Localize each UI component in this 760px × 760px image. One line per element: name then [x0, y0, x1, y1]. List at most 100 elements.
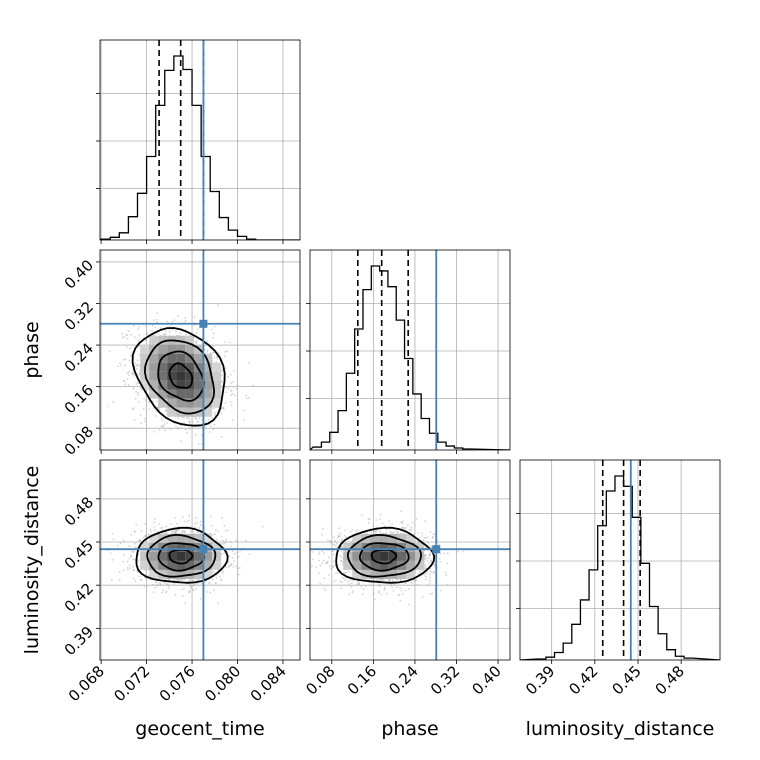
- sample-point: [154, 326, 156, 329]
- density-cell: [149, 380, 159, 390]
- sample-point: [439, 589, 442, 592]
- sample-point: [332, 553, 335, 556]
- panel-phase-vs-phase: [306, 249, 511, 454]
- sample-point: [217, 304, 220, 307]
- sample-point: [248, 362, 250, 364]
- sample-point: [344, 529, 346, 532]
- sample-point: [122, 560, 125, 563]
- sample-point: [134, 398, 137, 400]
- sample-point: [128, 370, 131, 373]
- sample-point: [127, 330, 130, 332]
- sample-point: [193, 316, 196, 319]
- sample-point: [317, 559, 320, 562]
- sample-point: [127, 384, 130, 386]
- sample-point: [212, 345, 215, 348]
- sample-point: [344, 579, 347, 581]
- sample-point: [429, 576, 431, 579]
- sample-point: [185, 319, 187, 322]
- sample-point: [348, 593, 351, 596]
- sample-point: [123, 336, 126, 339]
- sample-point: [327, 560, 329, 563]
- sample-point: [165, 525, 168, 528]
- sample-point: [374, 598, 376, 601]
- sample-point: [417, 532, 420, 534]
- sample-point: [185, 333, 188, 336]
- sample-point: [164, 408, 167, 410]
- sample-point: [184, 317, 187, 319]
- x-tick-label: 0.068: [65, 662, 108, 705]
- sample-point: [140, 530, 143, 533]
- sample-point: [444, 571, 447, 573]
- contour-phase-vs-geocent_time-3: [131, 327, 226, 427]
- sample-point: [138, 575, 141, 578]
- sample-point: [137, 393, 139, 396]
- sample-point: [315, 566, 318, 569]
- sample-point: [232, 565, 235, 568]
- sample-point: [301, 568, 303, 570]
- sample-point: [212, 578, 215, 581]
- sample-point: [133, 569, 136, 571]
- sample-point: [325, 561, 327, 564]
- sample-point: [151, 330, 153, 332]
- sample-point: [428, 579, 431, 582]
- sample-point: [211, 417, 214, 419]
- sample-point: [352, 590, 354, 592]
- sample-point: [186, 431, 188, 434]
- sample-point: [232, 393, 234, 396]
- sample-point: [415, 578, 417, 581]
- panel-luminosity_distance-vs-phase: 0.08 0.16 0.24 0.32 0.40: [301, 459, 511, 698]
- sample-point: [308, 552, 310, 554]
- sample-point: [108, 350, 111, 353]
- sample-point: [138, 354, 140, 357]
- sample-point: [156, 584, 159, 587]
- sample-point: [146, 333, 149, 336]
- sample-point: [207, 418, 210, 421]
- sample-point: [132, 558, 135, 561]
- sample-point: [439, 560, 442, 563]
- density-cell: [176, 380, 186, 390]
- sample-point: [334, 539, 337, 542]
- sample-point: [391, 586, 393, 589]
- sample-point: [233, 370, 236, 372]
- y-tick-label: 0.45: [61, 536, 97, 572]
- sample-point: [213, 423, 216, 426]
- sample-point: [215, 582, 218, 585]
- density-cell: [194, 362, 204, 372]
- sample-point: [235, 539, 237, 542]
- sample-point: [427, 536, 429, 539]
- sample-point: [133, 324, 136, 327]
- sample-point: [425, 578, 427, 581]
- sample-point: [154, 586, 157, 589]
- sample-point: [232, 381, 234, 383]
- density-cell: [185, 407, 195, 417]
- sample-point: [215, 539, 218, 541]
- sample-point: [335, 572, 337, 574]
- sample-point: [223, 341, 226, 343]
- sample-point: [158, 523, 161, 525]
- sample-point: [212, 337, 214, 339]
- sample-point: [198, 527, 201, 529]
- sample-point: [195, 587, 198, 590]
- sample-point: [136, 571, 139, 574]
- sample-point: [340, 587, 343, 590]
- sample-point: [433, 563, 436, 566]
- sample-point: [138, 334, 141, 336]
- sample-point: [153, 526, 156, 528]
- sample-point: [165, 590, 168, 593]
- sample-point: [205, 591, 208, 593]
- sample-point: [135, 523, 138, 526]
- sample-point: [121, 336, 124, 339]
- sample-point: [215, 576, 218, 579]
- sample-point: [169, 523, 172, 525]
- sample-point: [130, 354, 132, 357]
- sample-point: [180, 416, 183, 419]
- sample-point: [204, 580, 207, 583]
- sample-point: [378, 583, 381, 585]
- sample-point: [128, 564, 131, 567]
- sample-point: [361, 593, 364, 596]
- sample-point: [161, 425, 164, 428]
- sample-point: [224, 350, 227, 353]
- sample-point: [183, 587, 186, 590]
- sample-point: [140, 579, 143, 581]
- sample-point: [407, 603, 410, 606]
